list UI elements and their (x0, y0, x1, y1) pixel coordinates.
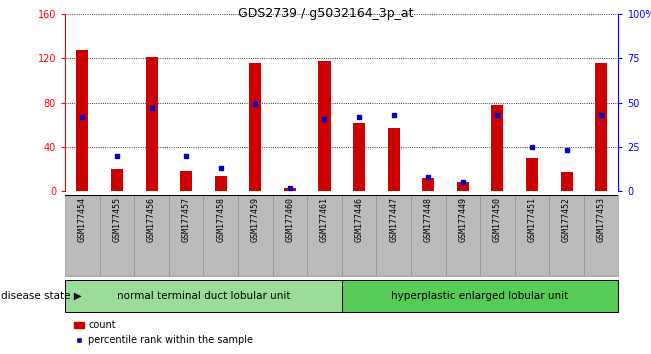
Bar (284, 188, 296, 191)
Bar (353, 122, 365, 191)
Bar (318, 61, 331, 191)
Bar (422, 178, 434, 191)
Text: GSM177446: GSM177446 (355, 197, 363, 242)
Text: GSM177458: GSM177458 (216, 197, 225, 242)
Text: GDS2739 / g5032164_3p_at: GDS2739 / g5032164_3p_at (238, 7, 413, 20)
Bar (134, 195, 169, 276)
Bar (584, 195, 618, 276)
Bar (111, 169, 123, 191)
Text: GSM177457: GSM177457 (182, 197, 191, 242)
Text: GSM177447: GSM177447 (389, 197, 398, 242)
Text: GSM177449: GSM177449 (458, 197, 467, 242)
Bar (180, 171, 192, 191)
Text: disease state ▶: disease state ▶ (1, 291, 82, 301)
Bar (549, 195, 584, 276)
Bar (146, 57, 158, 191)
Bar (203, 195, 238, 276)
Legend: count, percentile rank within the sample: count, percentile rank within the sample (70, 316, 257, 349)
Text: GSM177448: GSM177448 (424, 197, 433, 242)
Bar (595, 63, 607, 191)
Bar (215, 176, 227, 191)
Text: normal terminal duct lobular unit: normal terminal duct lobular unit (117, 291, 290, 301)
Bar (342, 280, 618, 312)
Bar (445, 195, 480, 276)
Bar (76, 50, 89, 191)
Bar (249, 63, 261, 191)
Text: GSM177453: GSM177453 (597, 197, 605, 242)
Bar (515, 195, 549, 276)
Text: GSM177454: GSM177454 (78, 197, 87, 242)
Text: GSM177456: GSM177456 (147, 197, 156, 242)
Bar (480, 195, 515, 276)
Text: GSM177452: GSM177452 (562, 197, 571, 242)
Bar (273, 195, 307, 276)
Bar (169, 195, 203, 276)
Bar (65, 280, 342, 312)
Bar (492, 105, 503, 191)
Text: GSM177451: GSM177451 (527, 197, 536, 242)
Bar (376, 195, 411, 276)
Bar (561, 172, 573, 191)
Bar (307, 195, 342, 276)
Text: hyperplastic enlarged lobular unit: hyperplastic enlarged lobular unit (391, 291, 569, 301)
Bar (238, 195, 273, 276)
Text: GSM177459: GSM177459 (251, 197, 260, 242)
Bar (457, 182, 469, 191)
Bar (342, 195, 376, 276)
Bar (526, 158, 538, 191)
Text: GSM177455: GSM177455 (113, 197, 122, 242)
Text: GSM177461: GSM177461 (320, 197, 329, 242)
Text: GSM177450: GSM177450 (493, 197, 502, 242)
Bar (387, 128, 400, 191)
Text: GSM177460: GSM177460 (285, 197, 294, 242)
Bar (411, 195, 445, 276)
Bar (65, 195, 100, 276)
Bar (100, 195, 134, 276)
